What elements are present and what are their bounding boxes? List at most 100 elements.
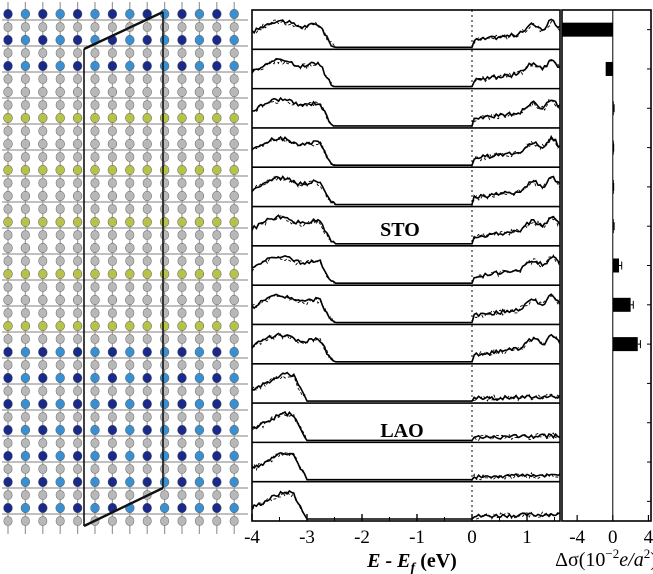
atom-cation xyxy=(38,34,48,46)
dos-dashed-line xyxy=(251,175,561,205)
atom-cation xyxy=(125,60,135,72)
atom-oxygen xyxy=(107,48,117,58)
atom-cation xyxy=(90,164,100,176)
atom-cation xyxy=(107,372,118,384)
atom-cation xyxy=(212,34,222,46)
atom-cation xyxy=(212,8,222,20)
atom-cation xyxy=(194,294,205,306)
atom-oxygen xyxy=(194,386,204,396)
atom-cation xyxy=(107,242,118,254)
atom-oxygen xyxy=(194,308,204,318)
atom-cation xyxy=(159,476,170,488)
atom-oxygen xyxy=(107,74,117,84)
atom-oxygen xyxy=(229,204,239,214)
atom-cation xyxy=(90,60,100,72)
atom-oxygen xyxy=(3,100,13,110)
atom-oxygen xyxy=(160,22,170,32)
atom-cation xyxy=(159,424,170,436)
atom-cation xyxy=(3,346,13,358)
atom-oxygen xyxy=(20,516,30,526)
atom-oxygen xyxy=(90,230,100,240)
atom-cation xyxy=(229,502,239,514)
atom-oxygen xyxy=(107,282,117,292)
atom-oxygen xyxy=(90,178,100,188)
atom-cation xyxy=(20,60,31,72)
atom-cation xyxy=(229,112,239,124)
atom-oxygen xyxy=(177,126,187,136)
atom-cation xyxy=(55,60,65,72)
atom-oxygen xyxy=(142,100,152,110)
atom-oxygen xyxy=(194,230,204,240)
atom-oxygen xyxy=(125,412,135,422)
atom-cation xyxy=(142,164,152,176)
atom-cation xyxy=(38,164,48,176)
atom-cation xyxy=(55,190,65,202)
atom-oxygen xyxy=(55,100,65,110)
dos-solid-line xyxy=(251,96,561,127)
atom-cation xyxy=(90,138,100,150)
atom-cation xyxy=(177,34,187,46)
atom-oxygen xyxy=(177,360,187,370)
atom-cation xyxy=(177,346,187,358)
atom-cation xyxy=(142,268,152,280)
dos-solid-line xyxy=(251,57,561,88)
atom-cation xyxy=(107,268,118,280)
atom-cation xyxy=(229,424,239,436)
atom-cation xyxy=(3,398,13,410)
atom-cation xyxy=(177,450,187,462)
atom-cation xyxy=(125,138,135,150)
atom-oxygen xyxy=(38,100,48,110)
dos-solid-line xyxy=(251,293,561,324)
atom-oxygen xyxy=(194,360,204,370)
atom-cation xyxy=(3,372,13,384)
atom-cation xyxy=(55,502,65,514)
atom-cation xyxy=(194,398,205,410)
atom-cation xyxy=(72,268,83,280)
atom-cation xyxy=(159,138,170,150)
atom-cation xyxy=(72,502,83,514)
atom-oxygen xyxy=(177,386,187,396)
atom-oxygen xyxy=(73,74,83,84)
atom-cation xyxy=(142,86,152,98)
dos-dashed-line xyxy=(251,374,561,402)
atom-oxygen xyxy=(20,334,30,344)
atom-oxygen xyxy=(160,490,170,500)
atom-cation xyxy=(177,320,187,332)
atom-oxygen xyxy=(3,360,13,370)
atom-cation xyxy=(194,216,205,228)
charge-bars: -4 0 4 xyxy=(561,9,653,548)
atom-cation xyxy=(55,242,65,254)
atom-oxygen xyxy=(194,48,204,58)
bars-xtick-label: -4 xyxy=(569,527,585,548)
atom-oxygen xyxy=(142,282,152,292)
atom-cation xyxy=(3,294,13,306)
unit-cell-top xyxy=(83,10,164,51)
atom-cation xyxy=(229,398,239,410)
atom-cation xyxy=(177,138,187,150)
atom-oxygen xyxy=(38,22,48,32)
atom-oxygen xyxy=(177,308,187,318)
atom-cation xyxy=(142,60,152,72)
dos-xtick-label: -2 xyxy=(354,527,370,548)
atom-cation xyxy=(107,8,118,20)
atom-cation xyxy=(159,164,170,176)
atom-cation xyxy=(212,320,222,332)
atom-cation xyxy=(107,60,118,72)
atom-oxygen xyxy=(229,360,239,370)
atom-oxygen xyxy=(38,230,48,240)
atom-cation xyxy=(159,242,170,254)
atom-oxygen xyxy=(212,256,222,266)
atom-oxygen xyxy=(212,126,222,136)
atom-oxygen xyxy=(3,412,13,422)
atom-cation xyxy=(90,476,100,488)
atom-oxygen xyxy=(160,48,170,58)
atom-cation xyxy=(55,34,65,46)
atom-oxygen xyxy=(90,438,100,448)
atom-cation xyxy=(20,502,31,514)
atom-cation xyxy=(229,242,239,254)
atom-oxygen xyxy=(229,516,239,526)
atom-cation xyxy=(72,86,83,98)
atom-oxygen xyxy=(3,438,13,448)
atom-cation xyxy=(212,294,222,306)
